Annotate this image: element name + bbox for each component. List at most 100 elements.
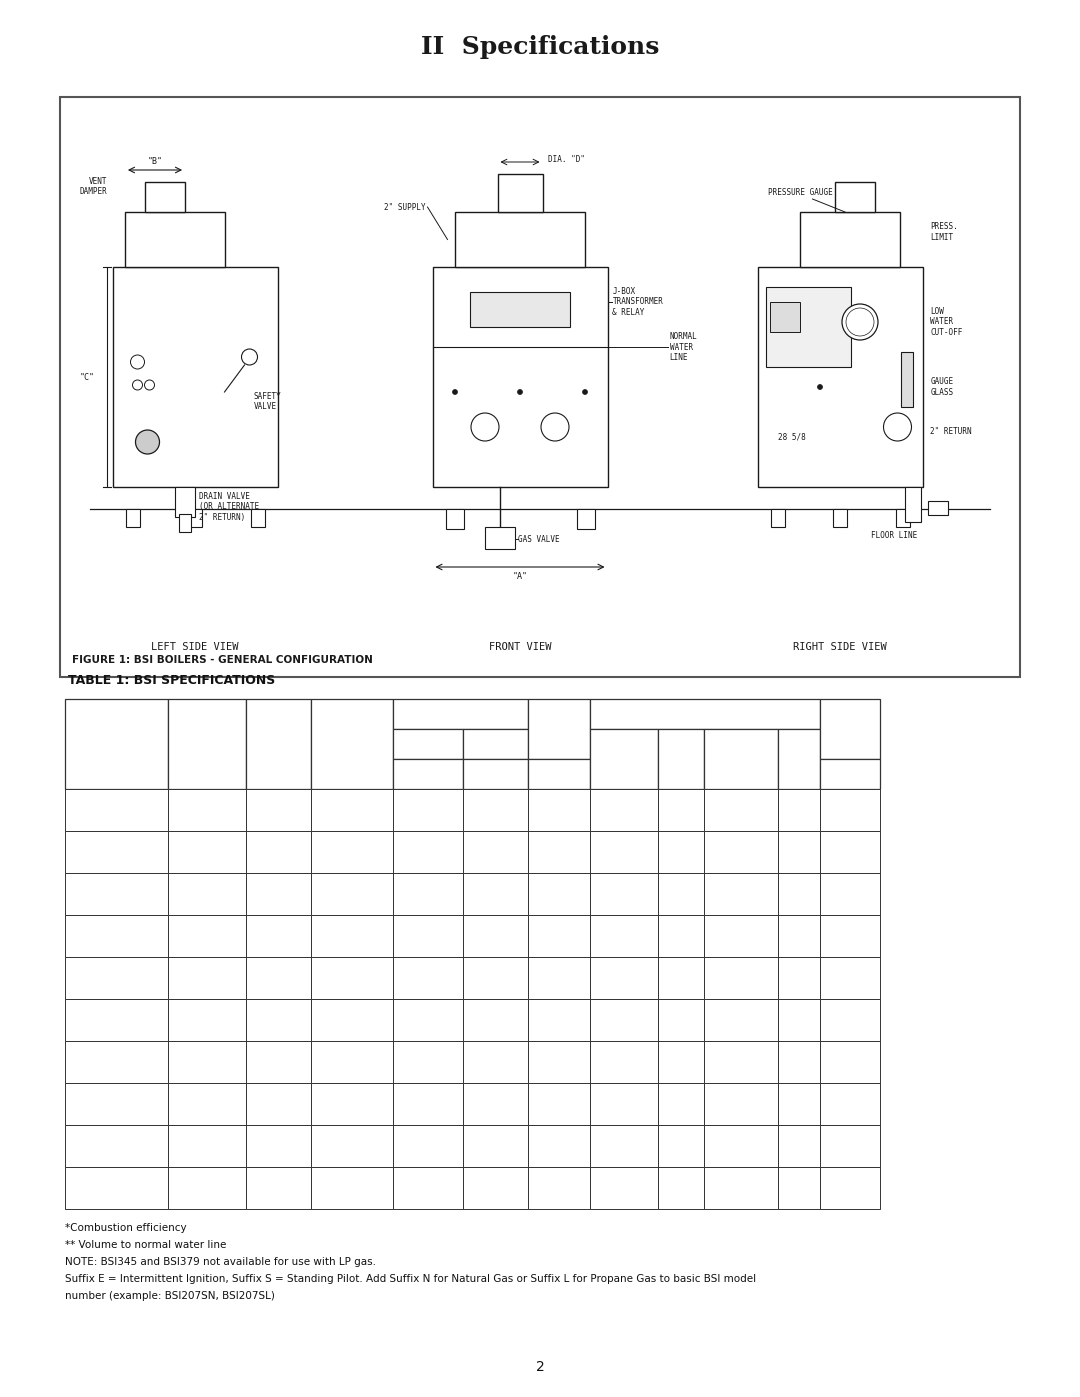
Text: Suffix E = Intermittent Ignition, Suffix S = Standing Pilot. Add Suffix N for Na: Suffix E = Intermittent Ignition, Suffix… — [65, 1274, 756, 1284]
Text: 103: 103 — [269, 847, 288, 856]
Text: 45 7/16: 45 7/16 — [721, 1183, 761, 1193]
Bar — [820, 831, 880, 873]
Bar — [778, 1125, 820, 1166]
Bar — [766, 286, 851, 367]
Text: 25 3/4: 25 3/4 — [607, 972, 640, 983]
Text: II  Specifications: II Specifications — [421, 35, 659, 59]
Bar — [311, 957, 393, 999]
Bar — [778, 789, 820, 831]
Text: 9: 9 — [204, 1058, 211, 1067]
Text: 22 1/2: 22 1/2 — [607, 930, 640, 942]
Text: 138: 138 — [269, 888, 288, 900]
Circle shape — [818, 384, 823, 390]
Bar — [432, 267, 607, 488]
Text: 5: 5 — [796, 847, 802, 856]
Bar — [246, 789, 311, 831]
Text: 276: 276 — [269, 1058, 288, 1067]
Text: PRESSURE GAUGE: PRESSURE GAUGE — [768, 189, 833, 197]
Bar — [246, 957, 311, 999]
Text: BSI207E: BSI207E — [95, 982, 138, 993]
Bar — [311, 831, 393, 873]
Text: BSI345S: BSI345S — [95, 1132, 138, 1141]
Bar — [778, 729, 820, 789]
Text: 45 7/16: 45 7/16 — [721, 1099, 761, 1109]
Bar — [179, 514, 191, 532]
Text: 5: 5 — [204, 888, 211, 900]
Bar — [246, 698, 311, 789]
Text: WATER
VOL. **: WATER VOL. ** — [832, 718, 869, 740]
Text: 354: 354 — [418, 888, 437, 900]
Bar — [528, 831, 590, 873]
Text: 30: 30 — [674, 1058, 688, 1067]
Bar — [820, 1041, 880, 1083]
Text: 979: 979 — [418, 1183, 437, 1193]
Text: BSI207S: BSI207S — [95, 964, 138, 974]
Text: 43: 43 — [489, 805, 502, 814]
Bar — [168, 999, 246, 1041]
Text: 214: 214 — [486, 1141, 505, 1151]
Text: BSI138E: BSI138E — [95, 898, 138, 908]
Bar — [590, 698, 820, 729]
Text: 345: 345 — [269, 1141, 288, 1151]
Bar — [246, 915, 311, 957]
Text: 85: 85 — [489, 888, 502, 900]
Bar — [311, 873, 393, 915]
Text: 80.3: 80.3 — [548, 1048, 570, 1058]
Text: LOW
WATER
CUT-OFF: LOW WATER CUT-OFF — [931, 307, 963, 337]
Bar — [590, 831, 658, 873]
Bar — [393, 873, 463, 915]
Text: 2" RETURN: 2" RETURN — [931, 427, 972, 436]
Bar — [928, 502, 947, 515]
Text: 7.9: 7.9 — [841, 888, 859, 900]
Text: BSI379S: BSI379S — [95, 1173, 138, 1183]
Bar — [463, 1166, 528, 1208]
Text: 82.0: 82.0 — [548, 856, 570, 866]
Bar — [770, 509, 784, 527]
Text: 28: 28 — [674, 805, 688, 814]
Bar — [820, 759, 880, 789]
Text: 82.5*: 82.5* — [544, 1132, 573, 1141]
Bar — [704, 831, 778, 873]
Bar — [658, 915, 704, 957]
Text: "B": "B" — [148, 156, 162, 166]
Text: 10.7: 10.7 — [838, 972, 862, 983]
Bar — [65, 831, 168, 873]
Bar — [463, 729, 528, 759]
Text: INPUT
(MBH): INPUT (MBH) — [262, 733, 295, 754]
Bar — [800, 212, 900, 267]
Text: "C": "C" — [733, 754, 748, 764]
Bar — [778, 1166, 820, 1208]
Bar — [658, 999, 704, 1041]
Text: FLOOR LINE: FLOOR LINE — [872, 531, 918, 541]
Bar — [455, 212, 585, 267]
Bar — [704, 915, 778, 957]
Bar — [528, 957, 590, 999]
Text: 82.1: 82.1 — [548, 940, 570, 951]
Bar — [463, 759, 528, 789]
Bar — [463, 1041, 528, 1083]
Text: 80.0: 80.0 — [548, 837, 570, 848]
Text: 38 3/4: 38 3/4 — [607, 1141, 640, 1151]
Text: 35 1/2: 35 1/2 — [607, 1099, 640, 1109]
Text: 6: 6 — [204, 930, 211, 942]
Text: BSI310S: BSI310S — [95, 1090, 138, 1099]
Text: 16: 16 — [618, 847, 631, 856]
Text: HEATING
CAPACITY
(MBH): HEATING CAPACITY (MBH) — [327, 728, 377, 760]
Text: AFUE: AFUE — [545, 724, 572, 733]
Text: 4: 4 — [796, 805, 802, 814]
Text: 9: 9 — [796, 1141, 802, 1151]
Text: 2: 2 — [536, 1361, 544, 1375]
Text: 14.9: 14.9 — [838, 1099, 862, 1109]
Text: 17.7: 17.7 — [838, 1183, 862, 1193]
Text: 227: 227 — [342, 1058, 362, 1067]
Bar — [658, 957, 704, 999]
Text: 45 7/16: 45 7/16 — [721, 1141, 761, 1151]
Bar — [528, 915, 590, 957]
Text: 82.2: 82.2 — [548, 1024, 570, 1035]
Text: 40 7/16: 40 7/16 — [721, 972, 761, 983]
Text: 80.9: 80.9 — [548, 964, 570, 974]
Text: 30: 30 — [674, 1183, 688, 1193]
Text: 80.0: 80.0 — [548, 1006, 570, 1016]
Text: 11: 11 — [201, 1141, 214, 1151]
Text: 2" SUPPLY: 2" SUPPLY — [383, 203, 426, 211]
